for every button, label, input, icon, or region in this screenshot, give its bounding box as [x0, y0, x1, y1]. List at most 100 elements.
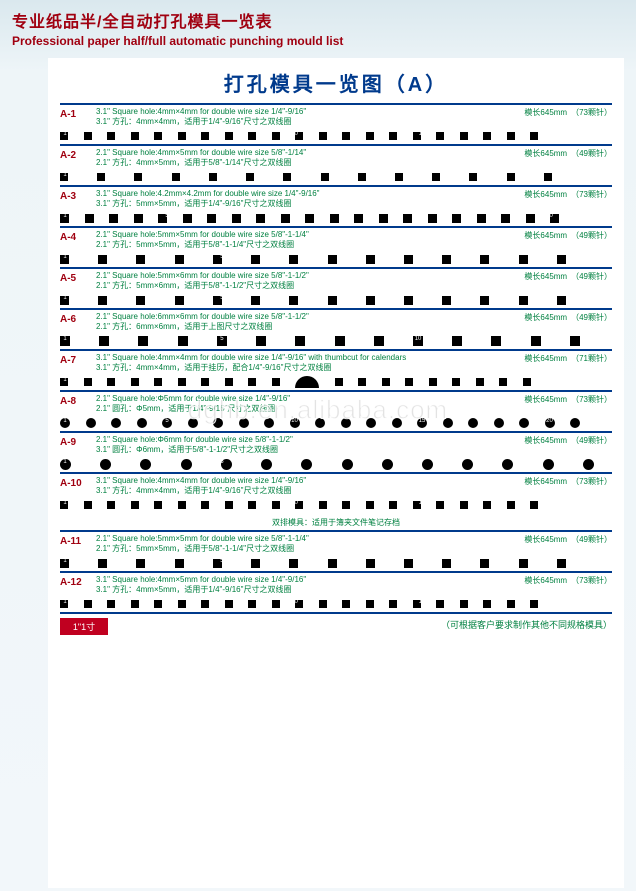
square-hole — [321, 173, 329, 181]
square-hole — [98, 296, 107, 305]
row-meta: 模长645mm （73颗针） — [524, 394, 612, 405]
square-hole — [404, 296, 413, 305]
row-top: A-52.1" Square hole:5mm×6mm for double w… — [60, 271, 612, 291]
square-hole — [60, 214, 69, 223]
sheet-title: 打孔模具一览图（A） — [60, 68, 612, 97]
hole-strip: 1510 — [60, 557, 612, 569]
thumbcut-shape — [295, 376, 319, 388]
square-hole — [405, 378, 413, 386]
square-hole — [209, 173, 217, 181]
mould-row: A-82.1" Square hole:Φ5mm for double wire… — [60, 390, 612, 429]
row-meta: 模长645mm （49颗针） — [524, 435, 612, 446]
square-hole — [366, 132, 374, 140]
row-id: A-5 — [60, 271, 96, 286]
mould-row: A-62.1" Square hole:6mm×6mm for double w… — [60, 308, 612, 347]
square-hole — [225, 600, 233, 608]
square-hole — [436, 132, 444, 140]
round-hole — [111, 418, 121, 428]
square-hole — [395, 173, 403, 181]
hole-strip: 15101520 — [60, 376, 612, 388]
row-id: A-3 — [60, 189, 96, 204]
row-description: 3.1" Square hole:4mm×5mm for double wire… — [96, 575, 524, 595]
square-hole — [178, 600, 186, 608]
square-hole — [85, 214, 94, 223]
square-hole — [436, 600, 444, 608]
row-id: A-6 — [60, 312, 96, 327]
round-hole — [137, 418, 147, 428]
square-hole — [366, 501, 374, 509]
square-hole — [460, 600, 468, 608]
square-hole — [154, 378, 162, 386]
footer-row: 1"1寸 （可根据客户要求制作其他不同规格模具） — [60, 612, 612, 635]
row-id: A-8 — [60, 394, 96, 409]
square-hole — [519, 255, 528, 264]
square-hole — [544, 173, 552, 181]
round-hole — [583, 459, 594, 470]
square-hole — [507, 132, 515, 140]
row-id: A-10 — [60, 476, 96, 491]
square-hole — [319, 501, 327, 509]
square-hole — [225, 132, 233, 140]
mould-row: A-22.1" Square hole:4mm×5mm for double w… — [60, 144, 612, 183]
row-top: A-92.1" Square hole:Φ6mm for double wire… — [60, 435, 612, 455]
square-hole — [460, 132, 468, 140]
row-id: A-11 — [60, 534, 96, 549]
row-meta: 模长645mm （49颗针） — [524, 312, 612, 323]
square-hole — [523, 378, 531, 386]
square-hole — [289, 255, 298, 264]
square-hole — [330, 214, 339, 223]
mould-row: A-123.1" Square hole:4mm×5mm for double … — [60, 571, 612, 610]
square-hole — [136, 296, 145, 305]
square-hole — [131, 378, 139, 386]
square-hole — [201, 501, 209, 509]
square-hole — [178, 132, 186, 140]
hole-number-label: 15 — [419, 213, 426, 219]
square-hole — [442, 296, 451, 305]
square-hole — [413, 132, 421, 140]
round-hole — [519, 418, 529, 428]
square-hole — [354, 214, 363, 223]
row-meta: 模长645mm （73颗针） — [524, 189, 612, 200]
square-hole — [256, 214, 265, 223]
square-hole — [281, 214, 290, 223]
square-hole — [379, 214, 388, 223]
square-hole — [225, 378, 233, 386]
square-hole — [480, 296, 489, 305]
row-meta: 模长645mm （73颗针） — [524, 476, 612, 487]
square-hole — [84, 132, 92, 140]
round-hole — [494, 418, 504, 428]
square-hole — [570, 336, 580, 346]
hole-number-label: 10 — [415, 295, 422, 301]
round-hole — [315, 418, 325, 428]
footer-note: （可根据客户要求制作其他不同规格模具） — [441, 618, 612, 631]
square-hole — [389, 600, 397, 608]
round-hole — [290, 418, 300, 428]
mould-row: A-33.1" Square hole:4.2mm×4.2mm for doub… — [60, 185, 612, 224]
row-meta: 模长645mm （49颗针） — [524, 230, 612, 241]
hole-number-label: 5 — [220, 172, 223, 178]
square-hole — [272, 378, 280, 386]
square-hole — [530, 132, 538, 140]
row-top: A-112.1" Square hole:5mm×5mm for double … — [60, 534, 612, 554]
square-hole — [131, 600, 139, 608]
square-hole — [389, 501, 397, 509]
round-hole — [261, 459, 272, 470]
square-hole — [480, 559, 489, 568]
row-meta: 模长645mm （71颗针） — [524, 353, 612, 364]
square-hole — [213, 559, 222, 568]
row-meta: 模长645mm （73颗针） — [524, 575, 612, 586]
round-hole — [468, 418, 478, 428]
square-hole — [469, 173, 477, 181]
square-hole — [183, 214, 192, 223]
square-hole — [483, 132, 491, 140]
row-id: A-12 — [60, 575, 96, 590]
square-hole — [201, 378, 209, 386]
row-id: A-4 — [60, 230, 96, 245]
square-hole — [319, 132, 327, 140]
round-hole — [417, 418, 427, 428]
row-id: A-7 — [60, 353, 96, 368]
mould-row: A-42.1" Square hole:5mm×5mm for double w… — [60, 226, 612, 265]
row-description: 3.1" Square hole:4.2mm×4.2mm for double … — [96, 189, 524, 209]
square-hole — [436, 501, 444, 509]
square-hole — [131, 132, 139, 140]
